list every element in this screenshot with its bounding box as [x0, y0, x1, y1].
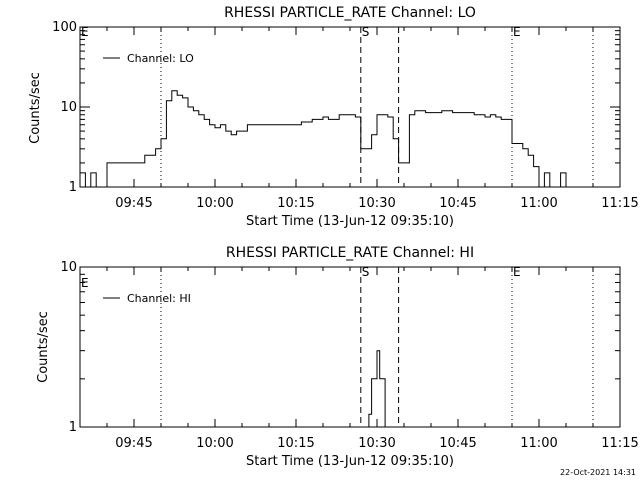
chart-lo-legend-entry: Channel: LO — [127, 52, 194, 65]
chart-hi-marker-label: S — [362, 265, 370, 279]
chart-lo-x-tick-label: 10:30 — [358, 196, 395, 211]
chart-lo-marker-label: S — [362, 25, 370, 39]
chart-hi-x-tick-label: 10:15 — [277, 436, 314, 451]
chart-hi-xlabel: Start Time (13-Jun-12 09:35:10) — [246, 454, 454, 469]
chart-lo-y-tick-label: 1 — [69, 180, 77, 195]
chart-lo-ylabel: Counts/sec — [28, 72, 43, 144]
chart-lo-x-tick-label: 11:00 — [520, 196, 557, 211]
chart-hi-x-tick-label: 10:00 — [196, 436, 233, 451]
chart-hi-x-tick-label: 10:45 — [439, 436, 476, 451]
chart-hi-x-tick-label: 09:45 — [115, 436, 152, 451]
chart-lo-x-tick-label: 10:45 — [439, 196, 476, 211]
chart-hi-marker-label: E — [513, 265, 521, 279]
chart-hi-x-tick-label: 11:00 — [520, 436, 557, 451]
chart-hi-y-tick-label: 1 — [69, 420, 77, 435]
chart-hi-title: RHESSI PARTICLE_RATE Channel: HI — [226, 245, 474, 261]
chart-lo-marker-label: E — [513, 25, 521, 39]
chart-lo-series-line — [80, 90, 574, 187]
chart-lo-panel: RHESSI PARTICLE_RATE Channel: LO Counts/… — [28, 5, 639, 229]
footer-timestamp: 22-Oct-2021 14:31 — [560, 468, 636, 477]
chart-lo-corner-label: E — [81, 25, 89, 39]
chart-lo-x-tick-label: 10:15 — [277, 196, 314, 211]
chart-hi-y-tick-label: 10 — [60, 260, 77, 275]
chart-lo-y-tick-label: 10 — [60, 100, 77, 115]
chart-hi-panel: RHESSI PARTICLE_RATE Channel: HI Counts/… — [36, 245, 639, 469]
chart-lo-title: RHESSI PARTICLE_RATE Channel: LO — [224, 5, 476, 21]
chart-hi-ylabel: Counts/sec — [36, 311, 51, 383]
chart-hi-x-tick-label: 10:30 — [358, 436, 395, 451]
chart-hi-series-line — [366, 350, 388, 427]
chart-lo-xlabel: Start Time (13-Jun-12 09:35:10) — [246, 214, 454, 229]
chart-lo-x-tick-label: 10:00 — [196, 196, 233, 211]
chart-lo-x-tick-label: 11:15 — [601, 196, 638, 211]
chart-lo-x-tick-label: 09:45 — [115, 196, 152, 211]
chart-hi-legend-entry: Channel: HI — [127, 292, 191, 305]
chart-hi-x-tick-label: 11:15 — [601, 436, 638, 451]
chart-lo-y-tick-label: 100 — [52, 20, 77, 35]
